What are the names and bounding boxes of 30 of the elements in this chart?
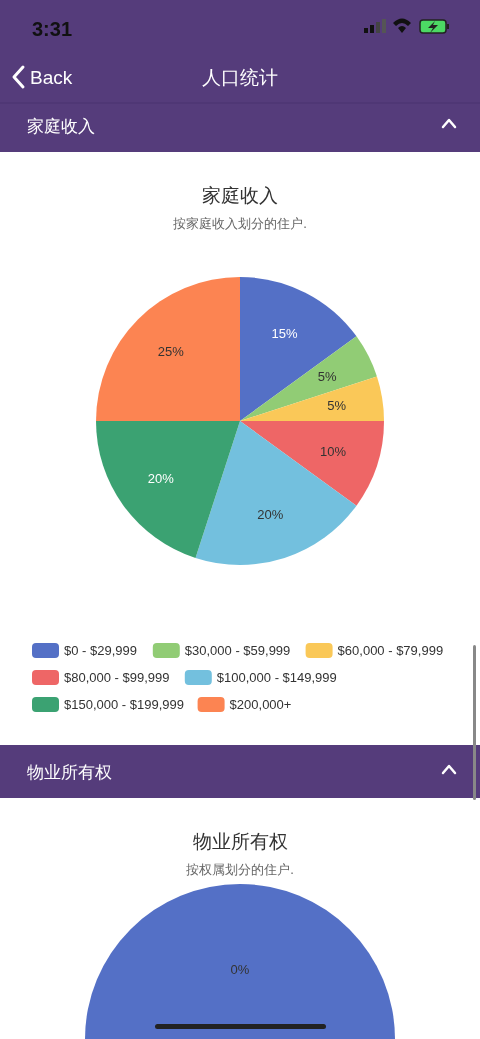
data-label: 25% <box>157 344 185 360</box>
text: 0% <box>230 962 250 977</box>
data-label: 5% <box>317 369 338 385</box>
chart-subtitle: 按家庭收入划分的住户. <box>173 216 307 231</box>
legend-label: $60,000 - $79,999 <box>337 642 444 658</box>
text: 物业所有权 <box>27 763 112 782</box>
pie-slice <box>96 421 240 558</box>
pie-slice <box>96 277 240 421</box>
data-label: 20% <box>147 471 175 487</box>
legend-label: $200,000+ <box>229 696 292 712</box>
text: 3:31 <box>31 18 73 40</box>
text: 按权属划分的住户. <box>186 862 294 877</box>
legend-label: $0 - $29,999 <box>64 642 138 658</box>
legend-label: $30,000 - $59,999 <box>184 642 291 658</box>
legend-label: $150,000 - $199,999 <box>64 696 184 712</box>
text: Back <box>30 67 73 88</box>
data-label: 20% <box>257 506 284 522</box>
chart-title: 家庭收入 <box>202 185 278 206</box>
text: 物业所有权 <box>192 831 288 852</box>
pie-slice <box>240 277 357 421</box>
pie-slice <box>195 421 357 565</box>
legend-label: $100,000 - $149,999 <box>216 669 337 685</box>
data-label: 15% <box>271 326 298 342</box>
data-label: 5% <box>327 398 347 414</box>
pie-slice <box>240 421 384 506</box>
pie-slice <box>240 336 377 421</box>
text: 家庭收入 <box>27 117 95 136</box>
legend-label: $80,000 - $99,999 <box>64 669 170 685</box>
data-label: 10% <box>320 443 347 459</box>
text: 人口统计 <box>202 67 278 88</box>
